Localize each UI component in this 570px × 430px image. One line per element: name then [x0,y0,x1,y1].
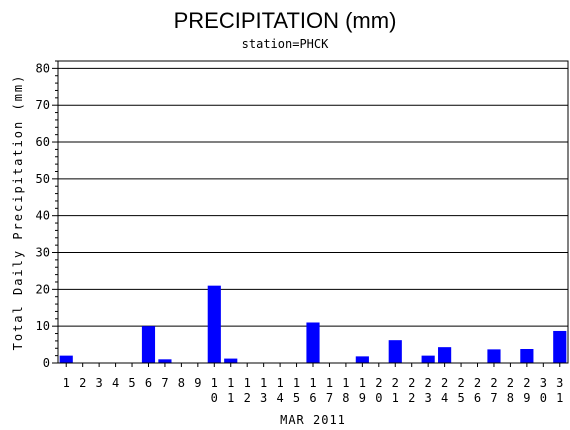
x-tick-label: 3 [96,376,103,390]
bar [355,356,369,363]
y-tick-label: 10 [36,319,50,333]
chart-subtitle: station=PHCK [242,37,329,51]
x-tick-label: 7 [161,376,168,390]
bar [158,359,172,363]
bar [306,322,320,363]
bar [421,355,435,363]
y-tick-label: 70 [36,98,50,112]
x-tick-label: 4 [112,376,119,390]
x-tick-label: 9 [194,376,201,390]
bar [59,355,73,363]
y-tick-label: 0 [43,356,50,370]
x-tick-label: 6 [145,376,152,390]
y-tick-label: 60 [36,135,50,149]
plot-frame [57,60,569,364]
x-tick-label: 2 [79,376,86,390]
y-tick-label: 40 [36,209,50,223]
x-tick-label: 5 [128,376,135,390]
y-tick-label: 20 [36,282,50,296]
bar [141,326,156,363]
chart-title: PRECIPITATION (mm) [174,8,397,33]
bar [438,347,452,363]
y-tick-label: 50 [36,172,50,186]
x-tick-label: 1 [63,376,70,390]
y-tick-label: 30 [36,246,50,260]
bar [388,340,402,363]
y-axis-label: Total Daily Precipitation (mm) [11,74,25,351]
y-tick-label: 80 [36,61,50,75]
x-axis-label: MAR 2011 [280,413,346,427]
x-tick-label: 8 [178,376,185,390]
bar [520,349,534,363]
bar [207,285,221,363]
bar [553,330,567,363]
bar [487,349,501,363]
bar [224,358,238,363]
